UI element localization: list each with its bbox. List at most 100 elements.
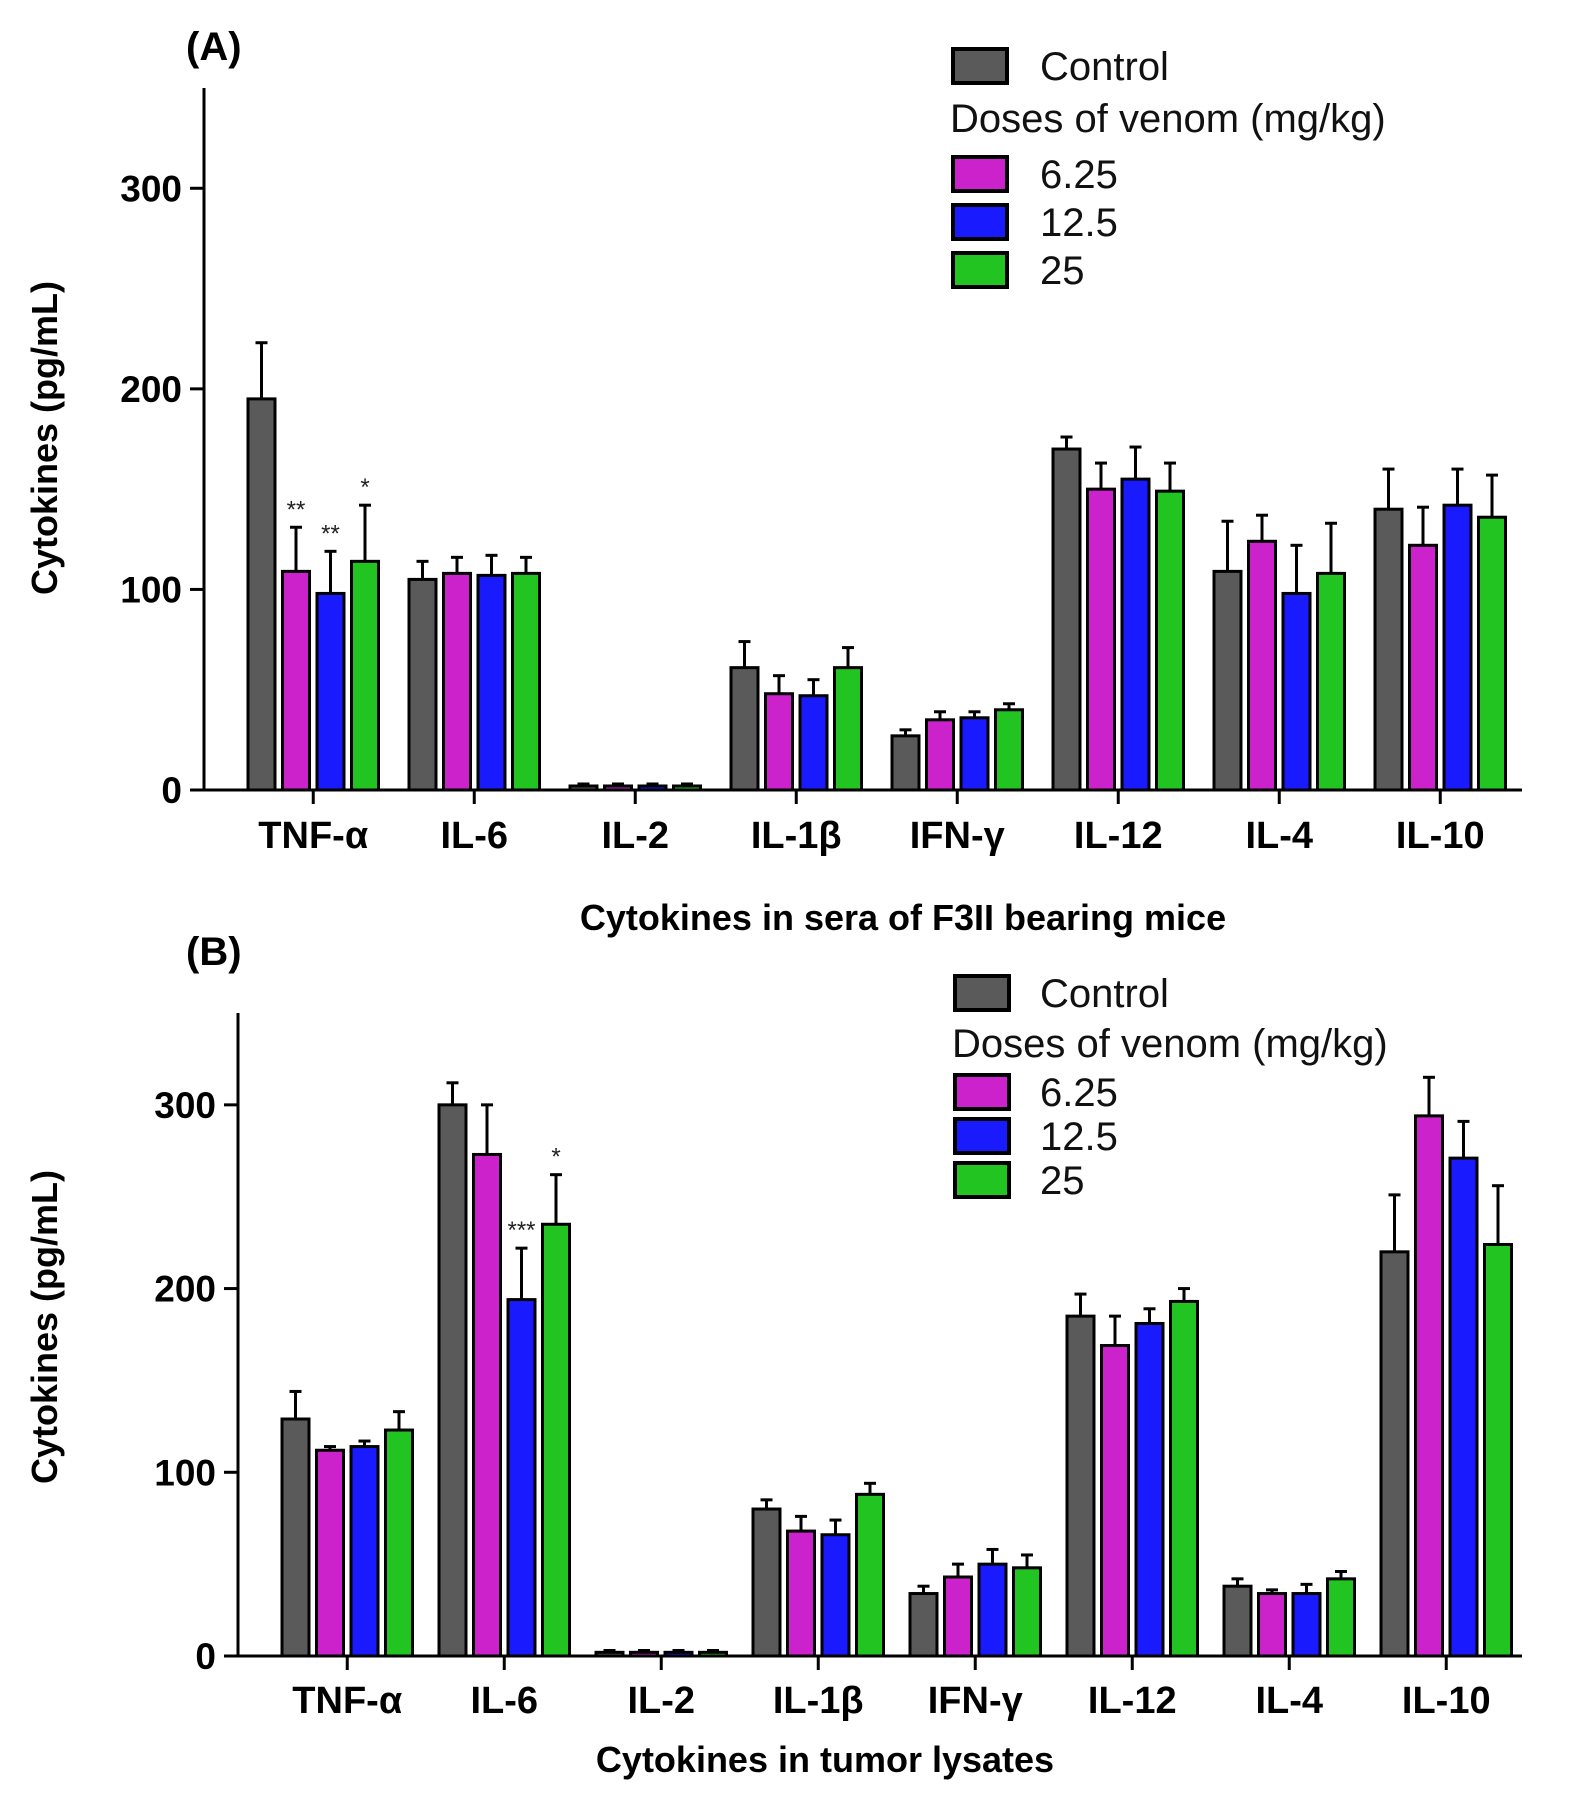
legend-label-control: Control (1040, 972, 1169, 1016)
y-tick-label: 200 (120, 369, 182, 410)
legend-label-6-25: 6.25 (1040, 153, 1118, 197)
bar-25-7 (1483, 1242, 1513, 1658)
legend-label-25: 25 (1040, 249, 1085, 293)
bar-Control-3 (751, 1507, 782, 1658)
bar-12-5-0 (349, 1445, 380, 1658)
bar-6-25-4 (943, 1575, 973, 1658)
significance-marker: * (551, 1144, 560, 1171)
x-tick-label: IL-1β (751, 815, 842, 857)
panel-label: (A) (186, 25, 242, 69)
x-tick-label: TNF-α (258, 815, 368, 857)
bar-12-5-6 (1281, 591, 1312, 792)
x-tick-label: IL-2 (601, 815, 669, 857)
bar-25-2 (672, 784, 702, 792)
bar-25-0 (350, 559, 380, 792)
bar-12-5-5 (1134, 1321, 1165, 1658)
bar-25-0 (384, 1428, 414, 1658)
bar-Control-7 (1379, 1250, 1410, 1658)
x-tick-label: IFN-γ (928, 1680, 1023, 1722)
bar-25-4 (994, 708, 1024, 792)
legend-label-12-5: 12.5 (1040, 1115, 1118, 1159)
bar-25-1 (511, 571, 541, 792)
bar-6-25-6 (1257, 1592, 1287, 1658)
bar-12-5-6 (1291, 1592, 1322, 1658)
bar-Control-1 (407, 577, 438, 792)
bar-25-6 (1326, 1577, 1356, 1658)
bar-12-5-7 (1448, 1156, 1479, 1658)
bar-6-25-0 (315, 1448, 345, 1658)
x-tick-label: IL-4 (1245, 815, 1313, 857)
legend-swatch-control (953, 974, 1011, 1012)
legend-swatch-25 (953, 1161, 1011, 1199)
legend-dose-title: Doses of venom (mg/kg) (952, 1022, 1388, 1066)
bar-12-5-5 (1120, 477, 1151, 792)
significance-marker: * (360, 474, 369, 501)
bar-Control-6 (1222, 1584, 1253, 1658)
x-tick-label: IL-6 (440, 815, 508, 857)
bar-6-25-2 (603, 784, 633, 792)
bar-Control-3 (729, 666, 760, 792)
x-tick-label: IL-12 (1074, 815, 1163, 857)
legend-label-25: 25 (1040, 1159, 1085, 1203)
x-tick-label: IL-1β (773, 1680, 864, 1722)
bar-6-25-1 (442, 571, 472, 792)
y-tick-label: 200 (154, 1269, 216, 1310)
bar-6-25-3 (786, 1529, 816, 1658)
bar-12-5-0 (315, 591, 346, 792)
bar-Control-5 (1065, 1314, 1096, 1658)
bar-6-25-3 (764, 692, 794, 792)
bar-12-5-4 (977, 1562, 1008, 1658)
bar-25-3 (833, 666, 863, 792)
legend-label-control: Control (1040, 45, 1169, 89)
bar-6-25-5 (1100, 1344, 1130, 1658)
panel-label: (B) (186, 930, 242, 974)
y-tick-label: 100 (154, 1452, 216, 1493)
bar-6-25-6 (1247, 539, 1277, 792)
legend-label-12-5: 12.5 (1040, 201, 1118, 245)
y-tick-label: 300 (154, 1085, 216, 1126)
bar-25-6 (1316, 571, 1346, 792)
bar-6-25-7 (1414, 1114, 1444, 1658)
legend-dose-title: Doses of venom (mg/kg) (950, 97, 1386, 141)
bar-25-1 (541, 1222, 571, 1658)
bar-25-2 (698, 1650, 728, 1658)
y-axis-title: Cytokines (pg/mL) (24, 1170, 65, 1484)
bar-6-25-1 (472, 1152, 502, 1658)
bar-25-5 (1155, 489, 1185, 792)
bar-12-5-1 (476, 573, 507, 792)
bar-12-5-2 (663, 1650, 694, 1658)
x-tick-label: IL-10 (1402, 1680, 1491, 1722)
bar-12-5-7 (1442, 503, 1473, 792)
bar-Control-1 (437, 1103, 468, 1658)
bar-Control-4 (890, 734, 921, 792)
x-tick-label: TNF-α (292, 1680, 402, 1722)
panel-b-chart: (B) 0 100 200 300 Cytokines (pg/mL) Cytokines … (24, 930, 1522, 1780)
bar-Control-0 (280, 1417, 311, 1658)
bar-25-3 (855, 1492, 885, 1658)
significance-marker: *** (507, 1217, 535, 1244)
x-tick-label: IL-12 (1088, 1680, 1177, 1722)
y-tick-label: 0 (161, 770, 182, 811)
bar-Control-2 (568, 784, 599, 792)
legend-swatch-12-5 (953, 1117, 1011, 1155)
legend-swatch-12-5 (951, 203, 1009, 241)
y-tick-label: 300 (120, 168, 182, 209)
bar-Control-7 (1373, 507, 1404, 792)
bar-6-25-7 (1408, 543, 1438, 792)
bar-25-7 (1477, 515, 1507, 792)
bar-12-5-3 (820, 1533, 851, 1658)
bar-Control-5 (1051, 447, 1082, 792)
legend-label-6-25: 6.25 (1040, 1071, 1118, 1115)
bar-25-5 (1169, 1299, 1199, 1658)
x-axis-title: Cytokines in sera of F3II bearing mice (580, 897, 1226, 938)
bar-12-5-4 (959, 716, 990, 792)
x-tick-label: IL-4 (1255, 1680, 1323, 1722)
panel-a-chart: (A) 0 100 200 300 Cytokines (pg/mL) Cytokines … (24, 25, 1522, 938)
bar-Control-2 (594, 1650, 625, 1658)
x-tick-label: IL-6 (470, 1680, 538, 1722)
legend-swatch-control (951, 47, 1009, 85)
y-tick-label: 100 (120, 569, 182, 610)
